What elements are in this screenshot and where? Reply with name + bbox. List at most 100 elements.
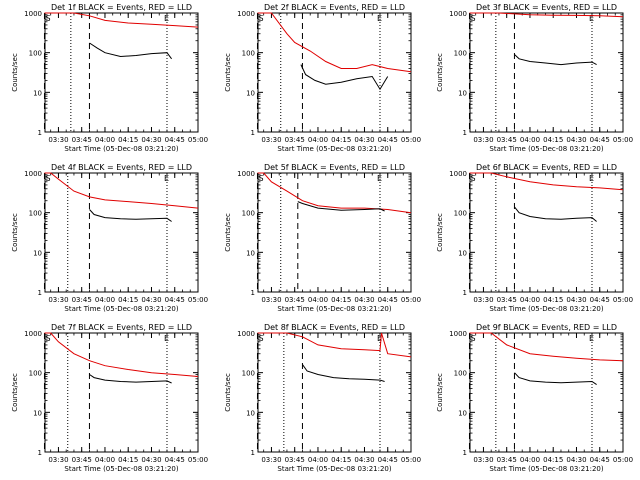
x-tick-label: 03:30 (473, 456, 493, 464)
y-tick-label: 1 (251, 449, 255, 457)
x-tick-label: 04:00 (95, 456, 115, 464)
x-tick-label: 05:00 (613, 296, 633, 304)
x-tick-label: 03:30 (261, 136, 281, 144)
x-tick-label: 03:30 (473, 296, 493, 304)
x-tick-label: 03:45 (285, 456, 305, 464)
y-tick-label: 10 (33, 409, 42, 417)
start-marker: S (470, 14, 475, 23)
y-tick-label: 1000 (237, 10, 255, 18)
x-tick-label: 03:45 (72, 456, 92, 464)
y-tick-label: 1 (463, 449, 467, 457)
y-tick-label: 10 (33, 249, 42, 257)
x-axis-label: Start Time (05-Dec-08 03:21:20) (64, 465, 178, 473)
panel-title: Det 3f BLACK = Events, RED = LLD (476, 3, 617, 12)
y-tick-label: 10 (246, 249, 255, 257)
end-marker: E (164, 174, 169, 183)
series-events-line (514, 372, 597, 386)
y-tick-label: 1 (38, 129, 42, 137)
end-marker: E (164, 334, 169, 343)
y-tick-label: 1000 (449, 170, 467, 178)
y-tick-label: 1000 (24, 330, 42, 338)
y-tick-label: 1 (38, 289, 42, 297)
end-marker: E (377, 174, 382, 183)
x-tick-label: 04:30 (354, 136, 374, 144)
y-tick-label: 100 (242, 210, 255, 218)
x-tick-label: 04:30 (141, 456, 161, 464)
series-events-line (514, 206, 597, 222)
x-tick-label: 04:45 (378, 456, 398, 464)
x-tick-label: 04:15 (543, 456, 563, 464)
y-tick-label: 1000 (449, 330, 467, 338)
series-events-line (89, 209, 172, 222)
x-tick-label: 04:45 (165, 456, 185, 464)
x-tick-label: 05:00 (401, 136, 421, 144)
y-tick-label: 100 (29, 370, 42, 378)
y-tick-label: 100 (29, 50, 42, 58)
end-marker: E (589, 174, 594, 183)
x-tick-label: 04:15 (331, 456, 351, 464)
start-marker: S (470, 334, 475, 343)
y-axis-label: Counts/sec (436, 373, 444, 412)
series-lld-line (44, 172, 199, 209)
y-tick-label: 10 (458, 249, 467, 257)
x-tick-label: 03:45 (497, 296, 517, 304)
x-tick-label: 03:45 (497, 456, 517, 464)
x-tick-label: 04:45 (590, 136, 610, 144)
start-marker: S (470, 174, 475, 183)
y-tick-label: 10 (458, 409, 467, 417)
x-tick-label: 04:45 (590, 456, 610, 464)
y-axis-label: Counts/sec (11, 373, 19, 412)
panel-2: Det 2f BLACK = Events, RED = LLD 1 10 100 10… (224, 3, 421, 153)
x-tick-label: 04:30 (566, 456, 586, 464)
y-tick-label: 100 (242, 50, 255, 58)
x-tick-label: 04:45 (378, 296, 398, 304)
plot-frame (257, 12, 412, 133)
panel-title: Det 7f BLACK = Events, RED = LLD (51, 323, 192, 332)
x-tick-label: 04:00 (308, 296, 328, 304)
series-lld-line (469, 172, 624, 191)
end-marker: E (164, 14, 169, 23)
y-tick-label: 100 (242, 370, 255, 378)
plot-frame (44, 332, 199, 453)
x-tick-label: 04:15 (118, 456, 138, 464)
series-lld-line (469, 12, 624, 18)
plot-frame (257, 332, 412, 453)
series-lld-line (257, 12, 412, 73)
series-events-line (514, 54, 597, 66)
x-tick-label: 04:30 (354, 296, 374, 304)
x-tick-label: 04:30 (141, 296, 161, 304)
x-tick-label: 05:00 (188, 296, 208, 304)
y-tick-label: 100 (454, 370, 467, 378)
x-tick-label: 04:00 (520, 456, 540, 464)
x-tick-label: 05:00 (188, 136, 208, 144)
y-tick-label: 10 (246, 409, 255, 417)
x-tick-label: 03:45 (497, 136, 517, 144)
series-events-line (89, 374, 172, 384)
y-axis-label: Counts/sec (436, 213, 444, 252)
y-axis-label: Counts/sec (224, 213, 232, 252)
y-tick-label: 100 (454, 210, 467, 218)
panel-title: Det 4f BLACK = Events, RED = LLD (51, 163, 192, 172)
y-tick-label: 1 (251, 129, 255, 137)
x-tick-label: 04:15 (118, 296, 138, 304)
y-axis-label: Counts/sec (436, 53, 444, 92)
x-axis-label: Start Time (05-Dec-08 03:21:20) (489, 465, 603, 473)
start-marker: S (45, 174, 50, 183)
y-tick-label: 10 (458, 89, 467, 97)
end-marker: E (377, 14, 382, 23)
x-tick-label: 03:30 (48, 456, 68, 464)
series-lld-line (469, 332, 624, 362)
x-tick-label: 03:45 (72, 136, 92, 144)
x-tick-label: 04:00 (308, 456, 328, 464)
x-tick-label: 04:30 (141, 136, 161, 144)
panel-5: Det 5f BLACK = Events, RED = LLD 1 10 100 10… (224, 163, 421, 313)
x-tick-label: 03:30 (261, 456, 281, 464)
y-tick-label: 100 (29, 210, 42, 218)
y-tick-label: 10 (246, 89, 255, 97)
panel-1: Det 1f BLACK = Events, RED = LLD 1 10 100 10… (11, 3, 208, 153)
x-axis-label: Start Time (05-Dec-08 03:21:20) (277, 465, 391, 473)
x-tick-label: 04:00 (95, 136, 115, 144)
panel-6: Det 6f BLACK = Events, RED = LLD 1 10 100 10… (436, 163, 633, 313)
start-marker: S (258, 334, 263, 343)
